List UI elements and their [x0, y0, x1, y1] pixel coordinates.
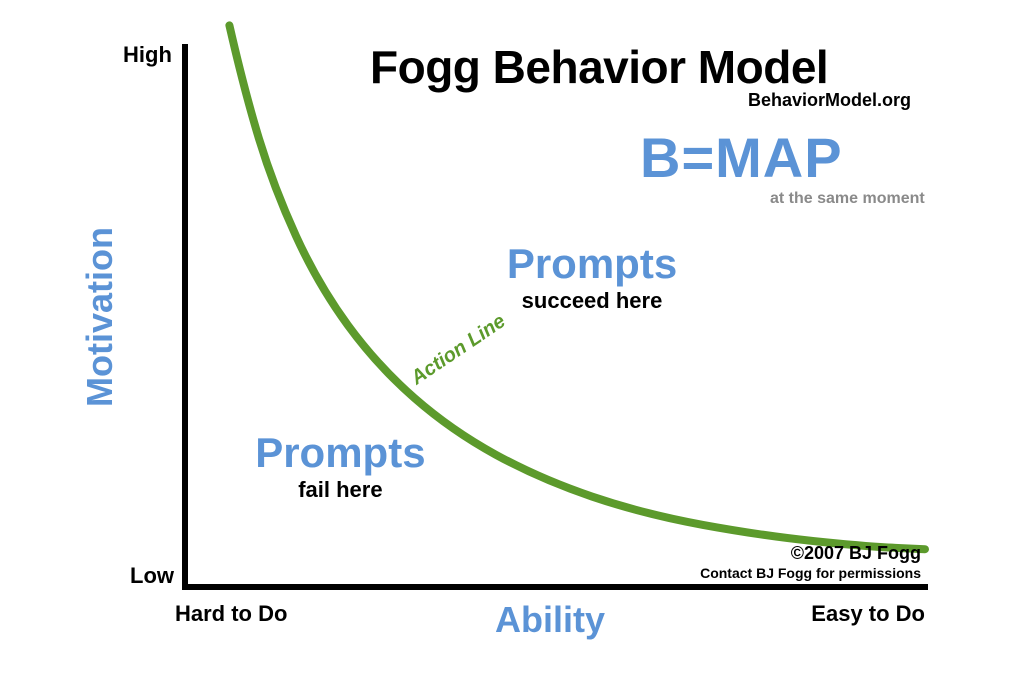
- x-axis-title: Ability: [495, 599, 605, 641]
- x-tick-left: Hard to Do: [175, 601, 287, 627]
- copyright-text: ©2007 BJ Fogg: [791, 543, 921, 564]
- y-tick-high: High: [123, 42, 172, 68]
- prompts-succeed-sub: succeed here: [462, 288, 722, 314]
- prompts-fail-head: Prompts: [210, 429, 470, 477]
- prompts-fail-sub: fail here: [210, 477, 470, 503]
- prompts-succeed-head: Prompts: [462, 240, 722, 288]
- contact-text: Contact BJ Fogg for permissions: [700, 565, 921, 581]
- chart-subtitle: BehaviorModel.org: [748, 90, 911, 111]
- y-tick-low: Low: [130, 563, 174, 589]
- formula-text: B=MAP: [640, 125, 843, 190]
- formula-subtext: at the same moment: [770, 190, 925, 208]
- diagram-stage: Fogg Behavior Model BehaviorModel.org B=…: [0, 0, 1024, 683]
- chart-title: Fogg Behavior Model: [370, 40, 828, 94]
- x-tick-right: Easy to Do: [811, 601, 925, 627]
- y-axis-title: Motivation: [79, 207, 121, 427]
